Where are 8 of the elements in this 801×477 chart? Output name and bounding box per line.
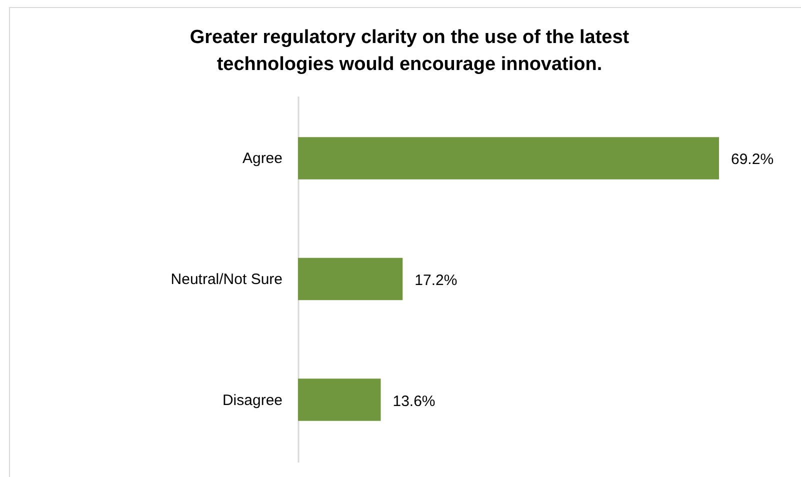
y-tick-label: Neutral/Not Sure	[170, 271, 282, 288]
data-label: 69.2%	[731, 151, 774, 168]
y-tick-label: Disagree	[222, 392, 282, 409]
text: technologies would encourage innovation.	[216, 54, 602, 75]
data-label: 17.2%	[414, 272, 458, 289]
text: Greater regulatory clarity on the use of the latest	[190, 27, 630, 48]
y-tick-label: Agree	[242, 150, 282, 168]
data-label: 13.6%	[392, 392, 436, 410]
